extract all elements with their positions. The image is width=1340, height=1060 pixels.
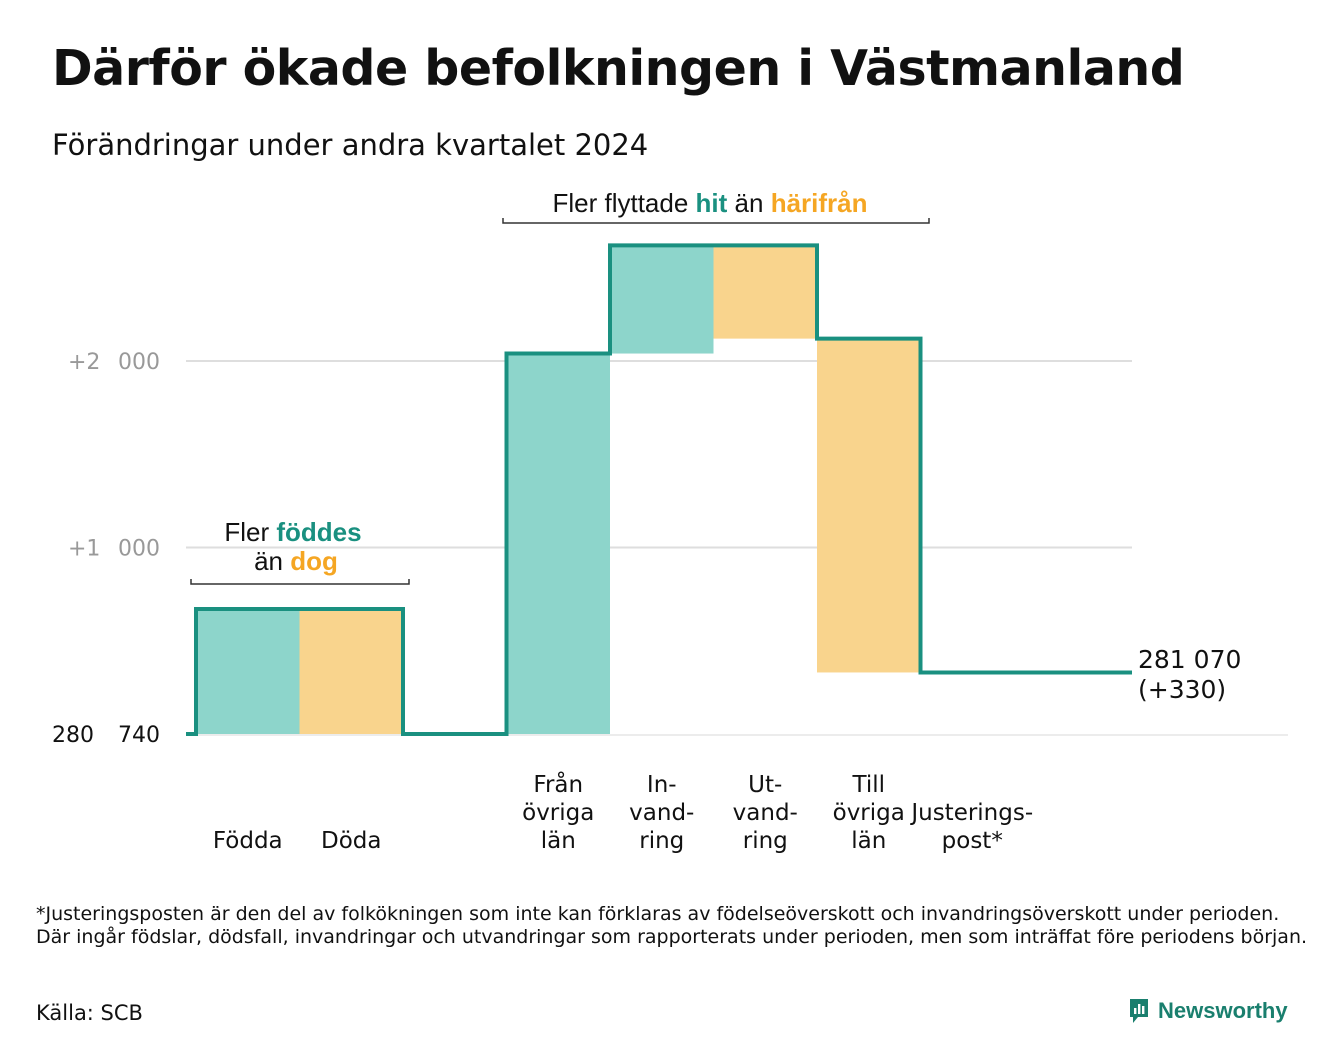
birth-annotation-line1: Fler föddes: [224, 517, 361, 547]
x-tick-label: vand-: [733, 800, 798, 826]
x-tick-label: Från: [533, 770, 583, 798]
end-change-label: (+330): [1138, 675, 1226, 704]
x-tick-label: ring: [639, 828, 684, 854]
x-tick-label: vand-: [629, 800, 694, 826]
x-tick-label: post*: [942, 828, 1003, 854]
bar-3: [506, 353, 610, 734]
cumulative-step-line: [186, 243, 1132, 736]
x-tick-label: Döda: [321, 828, 381, 854]
chart-title: Därför ökade befolkningen i Västmanland: [52, 40, 1185, 97]
newsworthy-logo-icon: [1130, 999, 1148, 1023]
waterfall-chart: 280 740+1 000+2 000 Födda DödaFrånövrigalänI…: [52, 188, 1288, 854]
y-tick-label: 000: [118, 350, 160, 375]
brand-logo: Newsworthy: [1128, 997, 1288, 1025]
chart-subtitle: Förändringar under andra kvartalet 2024: [52, 128, 649, 162]
y-tick-label: 000: [118, 537, 160, 562]
y-tick-label: +1: [68, 537, 100, 562]
bar-1: [299, 609, 403, 734]
move-annotation: Fler flyttade hit än härifrån: [552, 188, 867, 218]
birth-annotation-line2: än dog: [254, 546, 338, 576]
move-bracket: [502, 218, 930, 224]
x-tick-label: Födda: [213, 828, 283, 854]
footnote: *Justeringsposten är den del av folkökni…: [36, 903, 1308, 948]
x-tick-label: övriga: [522, 800, 594, 826]
bar-4: [610, 245, 714, 354]
x-tick-label: In-: [647, 772, 677, 798]
bar-5: [713, 245, 817, 339]
x-tick-label: Till: [851, 772, 885, 798]
end-total-label: 281 070: [1138, 645, 1241, 674]
y-tick-label: 280: [52, 723, 94, 748]
bar-0: [196, 609, 300, 734]
y-tick-label: +2: [68, 350, 100, 375]
bar-6: [817, 338, 921, 673]
x-tick-label: övriga: [833, 800, 905, 826]
birth-bracket: [190, 579, 410, 585]
x-tick-label: Justerings-: [909, 800, 1033, 826]
source-label: Källa: SCB: [36, 1001, 143, 1025]
brand-name: Newsworthy: [1158, 998, 1288, 1023]
x-tick-label: Ut-: [748, 772, 782, 798]
x-tick-label: ring: [743, 828, 788, 854]
y-tick-label: 740: [118, 723, 160, 748]
x-tick-label: län: [541, 828, 576, 854]
x-tick-label: län: [851, 828, 886, 854]
